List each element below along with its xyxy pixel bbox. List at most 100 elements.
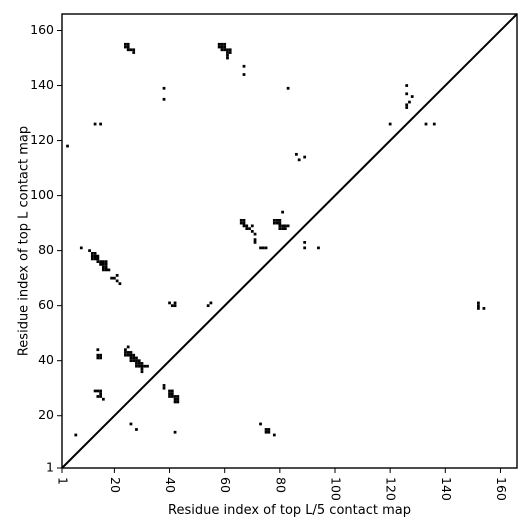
contact-point: [124, 348, 127, 352]
contact-point: [140, 370, 144, 374]
contact-point: [283, 224, 287, 228]
contact-point: [99, 392, 102, 396]
contact-point: [146, 364, 149, 368]
contact-point: [137, 359, 141, 363]
contact-point: [275, 218, 279, 222]
contact-point: [137, 364, 141, 368]
contact-point: [101, 397, 105, 401]
contact-point: [245, 224, 249, 228]
contact-point: [96, 254, 100, 258]
x-tick-label: 1: [56, 477, 71, 485]
contact-point: [176, 397, 180, 401]
x-tick-label: 80: [273, 477, 288, 493]
contact-point: [124, 353, 127, 357]
contact-point: [96, 257, 100, 261]
contact-point: [129, 351, 133, 354]
contact-point: [267, 428, 271, 431]
contact-point: [135, 362, 138, 365]
contact-point: [239, 221, 243, 225]
contact-point: [242, 224, 246, 228]
contact-point: [129, 353, 133, 357]
contact-point: [135, 356, 138, 360]
contact-point: [126, 42, 130, 46]
diagonal-line: [61, 13, 518, 469]
contact-point: [220, 48, 224, 52]
contact-point: [206, 304, 210, 308]
y-tick-label: 120: [30, 132, 54, 147]
contact-point: [482, 307, 486, 310]
contact-point: [132, 353, 136, 357]
contact-point: [107, 268, 111, 272]
contact-point: [88, 249, 91, 253]
contact-point: [170, 395, 174, 398]
contact-point: [96, 395, 100, 398]
contact-point: [140, 367, 144, 371]
contact-point: [96, 348, 100, 352]
x-tick-label: 140: [439, 477, 454, 501]
contact-point: [129, 359, 133, 363]
contact-point: [115, 279, 119, 283]
contact-point: [303, 246, 307, 250]
contact-point: [132, 51, 136, 54]
contact-point: [432, 122, 436, 126]
contact-point: [281, 224, 284, 228]
contact-point: [226, 48, 229, 52]
contact-point: [110, 276, 114, 280]
contact-point: [99, 122, 102, 126]
contact-point: [297, 158, 301, 162]
contact-point: [99, 395, 102, 398]
contact-point: [275, 221, 279, 225]
x-tick-label: 100: [329, 477, 344, 501]
contact-point: [162, 386, 166, 390]
contact-point: [264, 430, 268, 434]
contact-point: [126, 353, 130, 357]
contact-point: [303, 241, 307, 244]
y-tick-label: 160: [30, 22, 54, 37]
x-tick-label: 160: [494, 477, 509, 501]
contact-point: [245, 227, 249, 230]
contact-point: [129, 356, 133, 360]
contact-point: [286, 86, 290, 90]
contact-point: [278, 224, 282, 228]
contact-point: [278, 227, 282, 230]
contact-point: [253, 241, 257, 244]
contact-point: [168, 389, 171, 393]
contact-point: [173, 395, 177, 398]
contact-point: [405, 84, 409, 87]
contact-point: [477, 307, 480, 310]
contact-point: [96, 356, 100, 360]
contact-point: [264, 428, 268, 431]
contact-point: [101, 260, 105, 264]
contact-point: [132, 356, 136, 360]
plot-frame: [61, 13, 518, 469]
contact-point: [253, 232, 257, 236]
contact-point: [140, 362, 144, 365]
contact-point: [286, 224, 290, 228]
contact-point: [408, 100, 411, 104]
contact-point: [162, 97, 166, 101]
contact-points: [66, 42, 486, 437]
contact-point: [74, 433, 78, 437]
contact-point: [135, 428, 138, 431]
contact-point: [261, 246, 265, 250]
contact-point: [104, 265, 108, 269]
contact-point: [170, 304, 174, 308]
contact-point: [239, 218, 243, 222]
contact-point: [424, 122, 428, 126]
contact-point: [168, 395, 171, 398]
contact-point: [170, 392, 174, 396]
contact-point: [248, 227, 251, 230]
contact-point: [66, 144, 69, 148]
contact-point: [173, 400, 177, 404]
contact-point: [259, 422, 262, 426]
contact-point: [173, 430, 177, 434]
contact-point: [278, 221, 282, 225]
contact-point: [250, 224, 254, 228]
x-axis: 1 20 40 60 80 100 120 140 160: [56, 468, 509, 501]
contact-point: [173, 304, 177, 308]
contact-point: [477, 301, 480, 305]
contact-point: [405, 106, 409, 109]
contact-point: [176, 400, 180, 404]
